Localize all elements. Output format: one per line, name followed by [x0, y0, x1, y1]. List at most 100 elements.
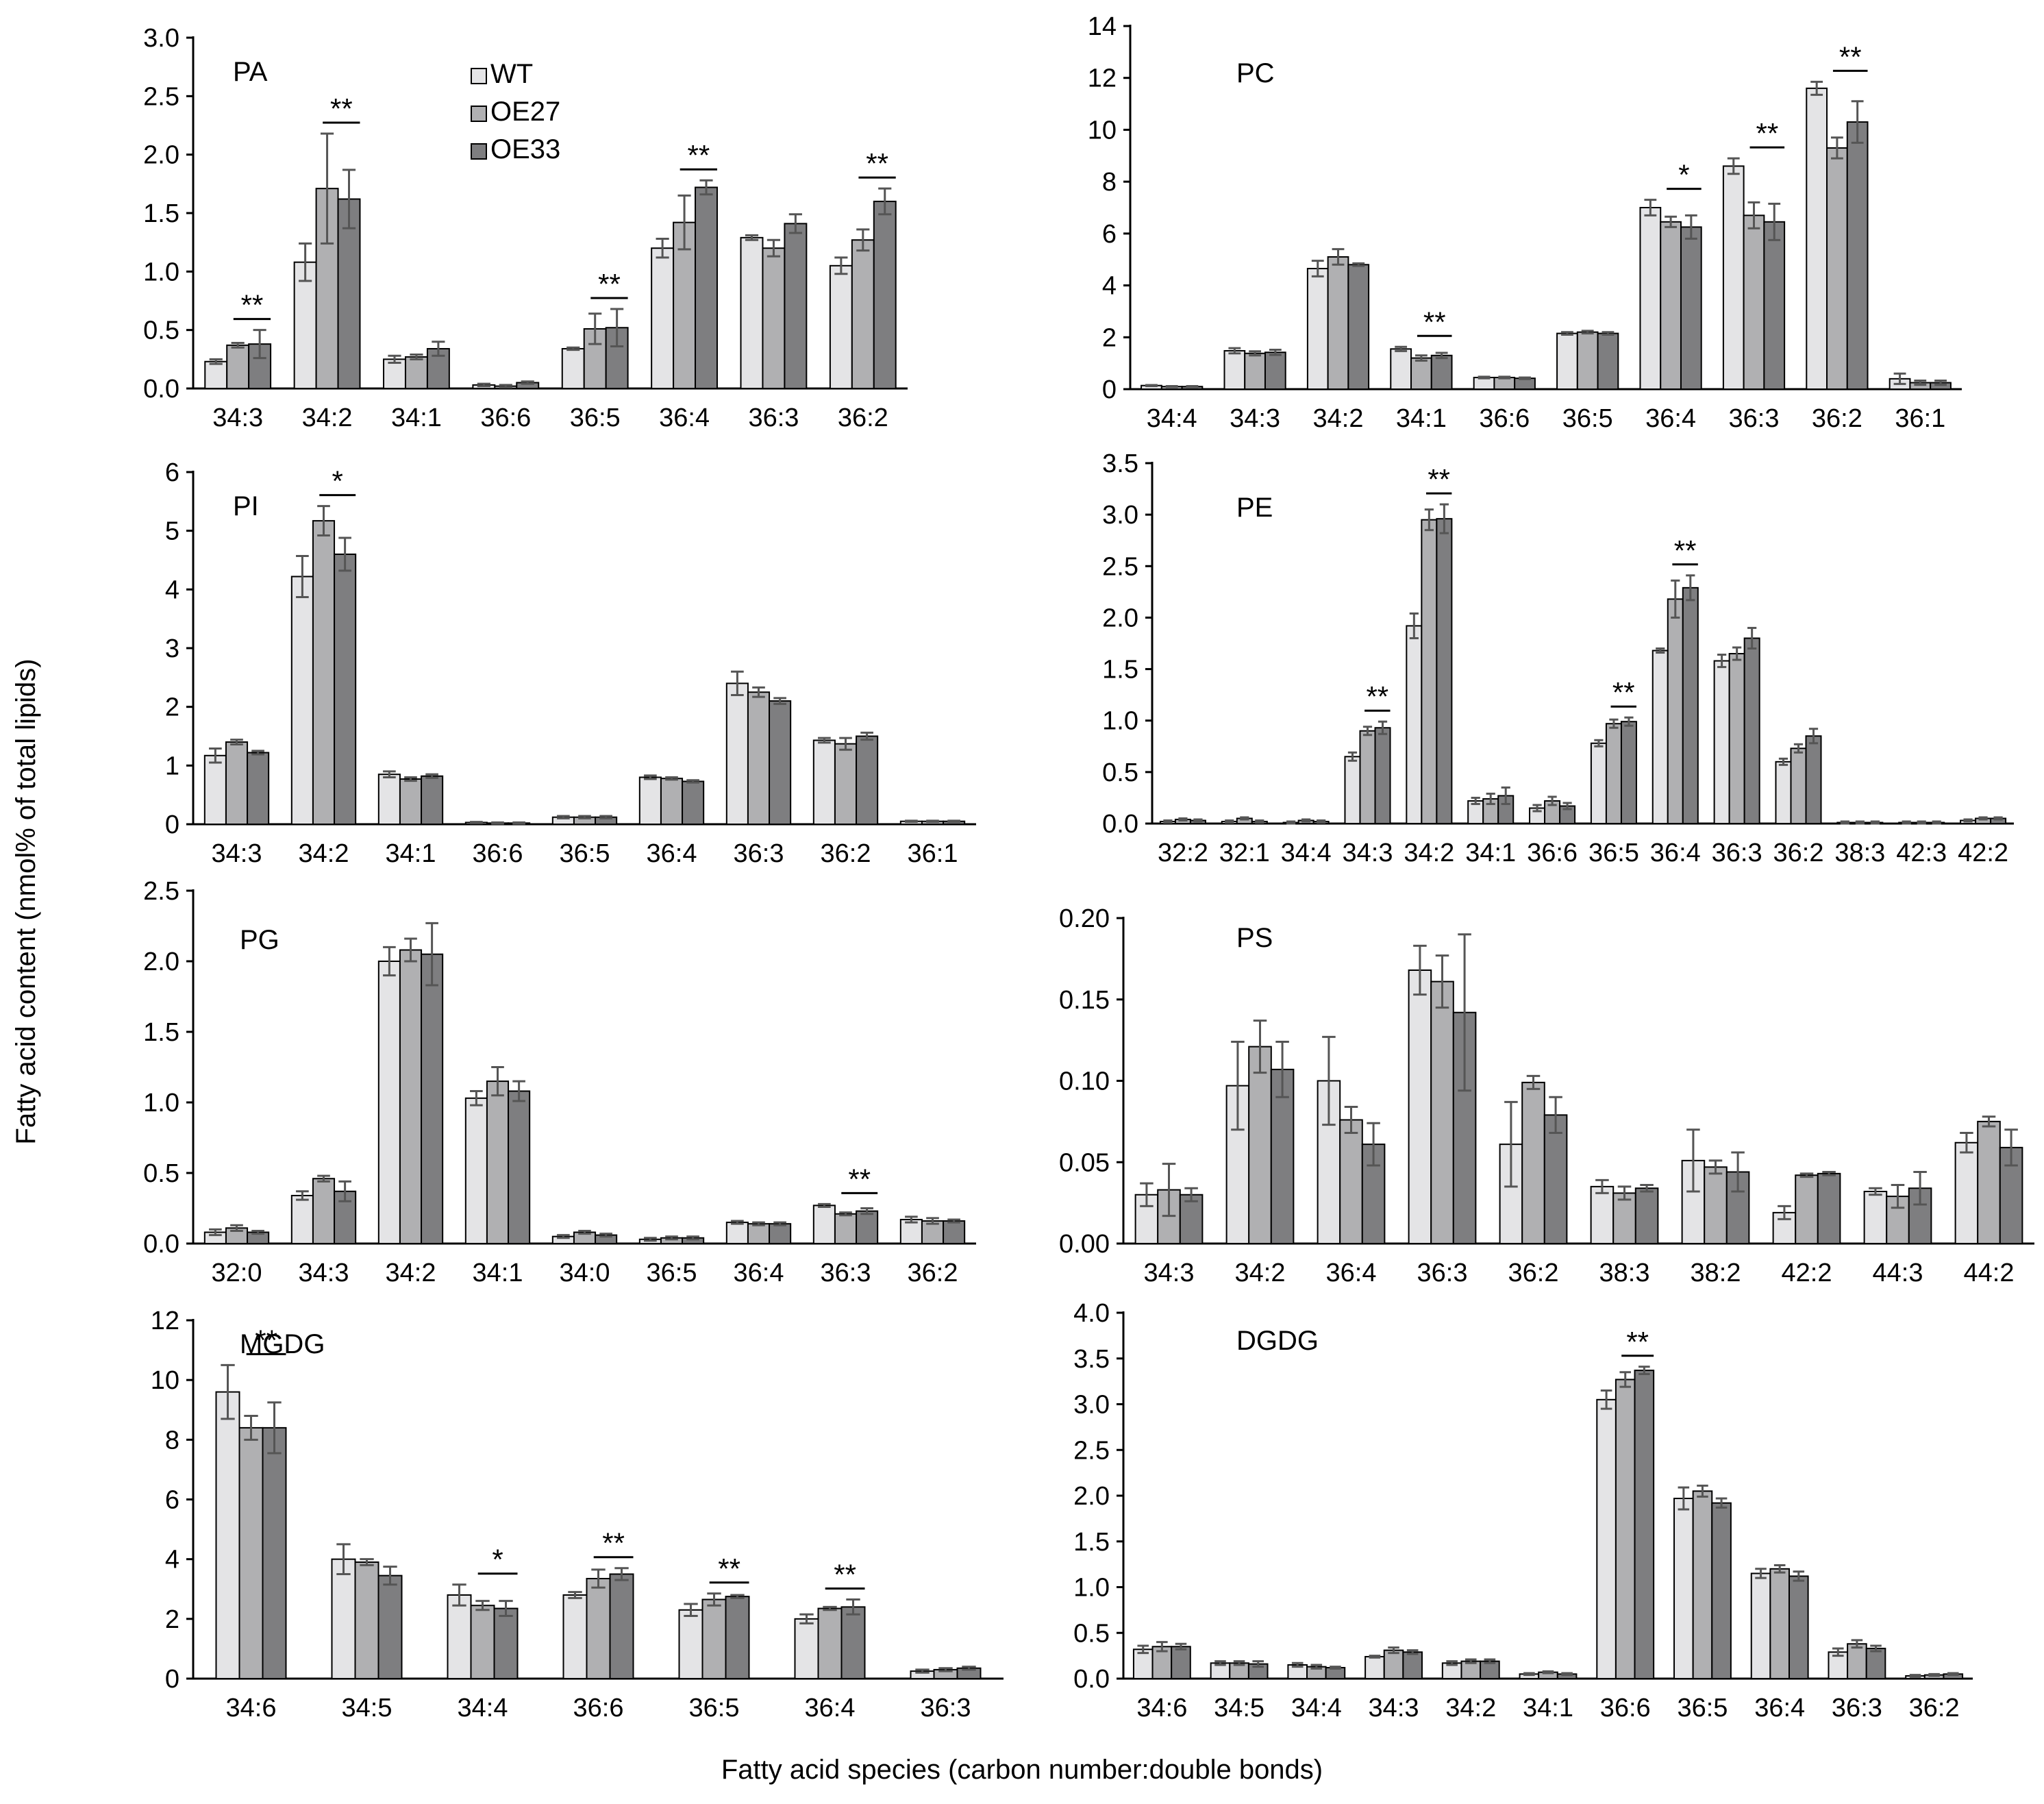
pc-bar-oe27 — [1826, 147, 1848, 391]
mgdg-bar-oe27 — [470, 1605, 495, 1680]
dgdg-bar-oe33 — [1171, 1646, 1191, 1679]
pa-bar-wt — [204, 360, 228, 389]
pi-x-tick-label: 36:2 — [821, 839, 871, 868]
dgdg-bar-wt — [1132, 1648, 1154, 1680]
pa-bar-oe27 — [226, 344, 250, 389]
pg-x-tick-label: 34:3 — [299, 1259, 349, 1287]
pe-x-tick-label: 42:3 — [1896, 839, 1947, 867]
dgdg-x-tick-label: 34:3 — [1369, 1694, 1419, 1722]
mgdg-bar-oe33 — [262, 1426, 287, 1679]
pc-bar-wt — [1806, 87, 1828, 390]
dgdg-bar-oe27 — [1383, 1649, 1404, 1679]
pc-bar-oe33 — [1763, 221, 1786, 391]
pc-y-tick-label: 6 — [1102, 220, 1117, 249]
pa-x-tick-label: 36:6 — [480, 404, 531, 432]
legend-swatch-oe27 — [471, 106, 487, 122]
mgdg-y-tick-label: 4 — [165, 1546, 179, 1574]
pe-y-tick-label: 1.0 — [1102, 707, 1138, 736]
pa-significance-label: ** — [598, 268, 621, 300]
mgdg-x-tick-label: 36:5 — [689, 1694, 740, 1722]
pa-significance-label: ** — [241, 289, 264, 321]
pi-y-tick-label: 5 — [165, 517, 179, 546]
pc-bar-wt — [1390, 348, 1412, 391]
mgdg-bar-oe27 — [701, 1598, 727, 1679]
pg-bar-wt — [812, 1204, 836, 1245]
pc-bar-oe33 — [1430, 354, 1453, 390]
pa-x-tick-label: 36:5 — [570, 404, 621, 432]
ps-y-tick-label: 0.00 — [1059, 1230, 1110, 1259]
pg-y-tick-label: 2.5 — [143, 877, 179, 906]
pi-bar-oe33 — [247, 752, 270, 826]
legend-label-wt: WT — [490, 59, 533, 89]
dgdg-x-tick-label: 34:2 — [1445, 1694, 1496, 1722]
pc-significance-label: ** — [1839, 40, 1862, 73]
mgdg-y-tick-label: 10 — [151, 1366, 179, 1395]
pc-significance-label: * — [1678, 159, 1689, 191]
pc-bar-oe27 — [1576, 331, 1599, 391]
pe-x-tick-label: 36:2 — [1773, 839, 1824, 867]
pg-x-tick-label: 36:5 — [647, 1259, 697, 1287]
pg-bar-wt — [290, 1194, 314, 1244]
dgdg-bar-wt — [1750, 1572, 1771, 1680]
pe-y-tick-label: 3.0 — [1102, 501, 1138, 530]
pc-significance-label: ** — [1423, 306, 1446, 338]
pc-bar-wt — [1306, 267, 1329, 391]
pa-x-tick-label: 34:1 — [391, 404, 442, 432]
mgdg-bar-oe27 — [586, 1577, 611, 1680]
dgdg-x-tick-label: 34:1 — [1523, 1694, 1573, 1722]
pe-y-tick-label: 3.5 — [1102, 449, 1138, 478]
pi-bar-oe33 — [856, 735, 879, 825]
pi-x-tick-label: 34:1 — [386, 839, 436, 868]
pi-panel-title: PI — [233, 491, 259, 521]
ps-x-tick-label: 36:2 — [1508, 1259, 1559, 1287]
dgdg-bar-oe33 — [1788, 1575, 1809, 1679]
pa-significance-label: ** — [866, 147, 888, 180]
pe-significance-label: ** — [1366, 680, 1388, 713]
legend-label-oe27: OE27 — [490, 97, 560, 127]
ps-x-tick-label: 34:3 — [1144, 1259, 1195, 1287]
pa-y-tick-label: 0.5 — [143, 317, 179, 345]
pa-bar-oe27 — [762, 247, 786, 390]
pg-bar-oe33 — [769, 1223, 792, 1245]
ps-bar-oe27 — [1430, 980, 1454, 1244]
pa-bar-wt — [651, 247, 675, 390]
pe-y-tick-label: 0.5 — [1102, 758, 1138, 787]
pc-bar-oe33 — [1680, 226, 1702, 390]
dgdg-bar-oe33 — [1865, 1647, 1886, 1680]
pe-panel-title: PE — [1236, 493, 1273, 523]
pc-bar-wt — [1556, 332, 1578, 391]
pc-x-tick-label: 36:1 — [1895, 404, 1945, 433]
pc-panel-title: PC — [1236, 58, 1275, 88]
pe-bar-oe27 — [1728, 653, 1745, 824]
dgdg-y-tick-label: 2.5 — [1073, 1436, 1110, 1465]
dgdg-bar-oe27 — [1692, 1490, 1713, 1679]
pa-bar-oe27 — [583, 328, 607, 389]
pe-x-tick-label: 38:3 — [1834, 839, 1885, 867]
pe-x-tick-label: 36:4 — [1650, 839, 1701, 867]
pe-bar-wt — [1590, 742, 1607, 824]
pc-bar-oe33 — [1264, 351, 1286, 390]
pi-bar-oe27 — [312, 520, 336, 825]
pe-y-tick-label: 2.0 — [1102, 604, 1138, 632]
pg-panel-title: PG — [240, 925, 279, 955]
pa-x-tick-label: 34:3 — [212, 404, 263, 432]
legend-swatch-oe33 — [471, 143, 487, 160]
ps-bar-wt — [1863, 1191, 1888, 1244]
dgdg-bar-oe33 — [1634, 1370, 1655, 1679]
ps-bar-oe27 — [1795, 1174, 1819, 1244]
pg-bar-wt — [464, 1097, 488, 1244]
pc-y-tick-label: 2 — [1102, 323, 1117, 352]
dgdg-bar-oe33 — [1711, 1502, 1732, 1679]
mgdg-bar-oe27 — [817, 1607, 843, 1679]
pc-bar-wt — [1639, 207, 1662, 390]
pg-significance-label: ** — [848, 1163, 871, 1195]
pe-y-tick-label: 2.5 — [1102, 552, 1138, 581]
dgdg-y-tick-label: 3.5 — [1073, 1345, 1110, 1374]
pe-bar-wt — [1344, 756, 1361, 825]
pc-x-tick-label: 34:4 — [1147, 404, 1197, 433]
pa-y-tick-label: 1.5 — [143, 199, 179, 228]
ps-bar-oe27 — [1704, 1166, 1728, 1244]
mgdg-bar-wt — [215, 1391, 240, 1679]
pi-y-tick-label: 3 — [165, 634, 179, 663]
dgdg-x-tick-label: 36:3 — [1832, 1694, 1882, 1722]
